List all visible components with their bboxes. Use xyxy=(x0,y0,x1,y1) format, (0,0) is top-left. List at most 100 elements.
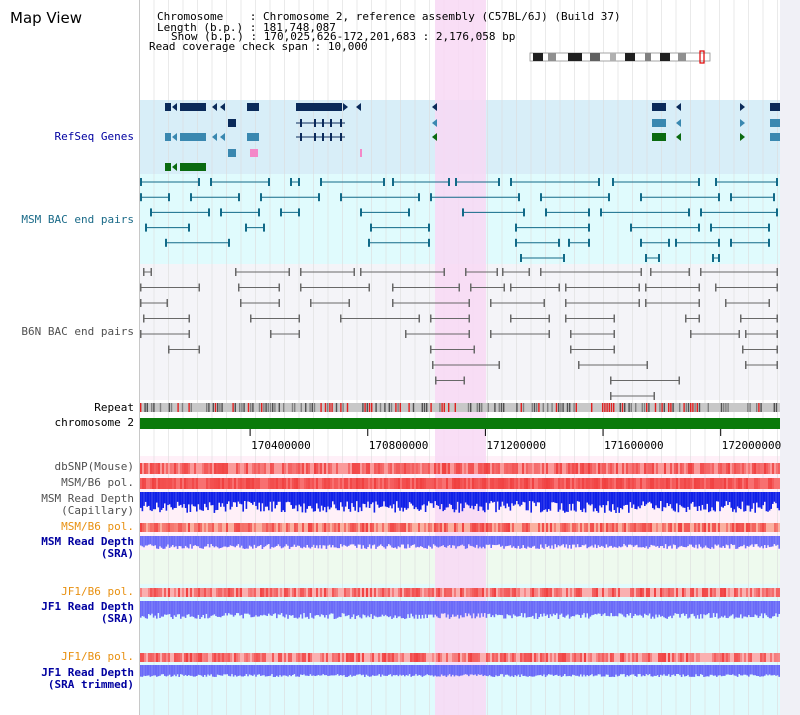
b6n-bac-end xyxy=(188,314,190,323)
read-depth-bar xyxy=(226,536,228,548)
read-depth-bar xyxy=(181,536,184,549)
track-label-msm-depth-sra-1[interactable]: MSM Read Depth xyxy=(41,535,134,548)
read-depth-bar xyxy=(634,536,636,546)
heat-strip-mark xyxy=(240,523,242,532)
heat-strip-mark xyxy=(676,588,678,597)
read-depth-bar xyxy=(778,536,780,549)
read-depth-bar xyxy=(572,492,574,504)
read-depth-bar xyxy=(429,492,432,504)
gene-block xyxy=(330,119,332,127)
read-depth-bar xyxy=(476,601,478,617)
read-depth-bar xyxy=(760,665,763,677)
heat-strip-mark xyxy=(418,478,420,489)
heat-strip-mark xyxy=(274,588,276,597)
heat-strip-mark xyxy=(428,463,430,474)
read-depth-bar xyxy=(493,601,496,618)
heat-strip-mark xyxy=(682,478,684,489)
b6n-bac-end xyxy=(140,283,142,292)
read-depth-bar xyxy=(655,492,657,506)
heat-strip-mark xyxy=(430,478,432,489)
b6n-bac-end xyxy=(348,299,350,307)
read-depth-bar xyxy=(648,601,651,614)
track-label-msm-bac[interactable]: MSM BAC end pairs xyxy=(21,213,134,226)
track-label-msm-b6-pol[interactable]: MSM/B6 pol. xyxy=(61,476,134,489)
repeat-mark xyxy=(309,403,311,412)
heat-strip-mark xyxy=(386,653,388,662)
read-depth-bar xyxy=(610,601,612,614)
heat-strip-mark xyxy=(392,478,394,489)
track-label-msm-b6-pol-2[interactable]: MSM/B6 pol. xyxy=(61,520,134,533)
read-depth-bar xyxy=(252,665,254,676)
track-label-jf1-depth-sra-1[interactable]: JF1 Read Depth xyxy=(41,600,134,613)
heat-strip-mark xyxy=(612,463,614,474)
read-depth-bar xyxy=(269,536,272,549)
read-depth-bar xyxy=(738,536,740,547)
read-depth-bar xyxy=(717,601,720,619)
heat-strip-mark xyxy=(636,588,638,597)
read-depth-bar xyxy=(336,492,339,511)
heat-strip-mark xyxy=(142,523,144,532)
read-depth-bar xyxy=(616,601,619,617)
gene-arrow xyxy=(220,133,225,141)
read-depth-bar xyxy=(322,601,324,616)
read-depth-bar xyxy=(624,492,627,505)
heat-strip-mark xyxy=(768,463,770,474)
b6n-bac-end xyxy=(340,314,342,323)
read-depth-bar xyxy=(439,536,441,547)
track-label-b6n-bac[interactable]: B6N BAC end pairs xyxy=(21,325,134,338)
read-depth-bar xyxy=(568,492,571,505)
track-label-repeat[interactable]: Repeat xyxy=(94,401,134,414)
read-depth-bar xyxy=(140,492,142,508)
repeat-mark xyxy=(648,403,650,412)
heat-strip-mark xyxy=(710,463,712,474)
b6n-bac-end xyxy=(742,345,744,354)
read-depth-bar xyxy=(642,665,644,676)
read-depth-bar xyxy=(724,665,726,676)
heat-strip-mark xyxy=(622,463,624,474)
read-depth-bar xyxy=(458,492,460,513)
read-depth-bar xyxy=(636,536,638,545)
read-depth-bar xyxy=(730,601,732,616)
heat-strip-mark xyxy=(434,523,436,532)
heat-strip-mark xyxy=(624,523,626,532)
read-depth-bar xyxy=(237,601,240,614)
read-depth-bar xyxy=(320,492,323,506)
track-label-jf1-b6-pol-2[interactable]: JF1/B6 pol. xyxy=(61,650,134,663)
heat-strip-mark xyxy=(740,653,742,662)
read-depth-bar xyxy=(565,601,568,616)
gene-arrow xyxy=(432,103,437,111)
b6n-bac-end xyxy=(698,314,700,323)
repeat-mark xyxy=(313,403,316,412)
heat-strip-mark xyxy=(348,588,350,597)
read-depth-bar xyxy=(269,665,272,676)
read-depth-bar xyxy=(476,665,478,676)
track-label-jf1-b6-pol[interactable]: JF1/B6 pol. xyxy=(61,585,134,598)
msm-bac-end xyxy=(392,178,394,186)
msm-bac-end xyxy=(588,208,590,217)
heat-strip-mark xyxy=(420,588,422,597)
read-depth-bar xyxy=(328,601,331,615)
read-depth-bar xyxy=(557,492,560,512)
track-label-jf1-depth-trim-1[interactable]: JF1 Read Depth xyxy=(41,666,134,679)
read-depth-bar xyxy=(688,601,691,618)
heat-strip-mark xyxy=(682,588,684,597)
heat-strip-mark xyxy=(746,523,748,532)
b6n-bac-end xyxy=(490,299,492,307)
read-depth-bar xyxy=(663,492,665,508)
read-depth-bar xyxy=(477,601,480,614)
read-depth-bar xyxy=(248,665,251,675)
heat-strip-mark xyxy=(626,463,628,474)
heat-strip-mark xyxy=(520,478,522,489)
track-label-dbsnp[interactable]: dbSNP(Mouse) xyxy=(54,460,134,473)
read-depth-bar xyxy=(626,665,628,676)
heat-strip-mark xyxy=(530,463,532,474)
read-depth-bar xyxy=(268,536,270,545)
track-label-refseq[interactable]: RefSeq Genes xyxy=(54,130,134,143)
heat-strip-mark xyxy=(402,463,404,474)
msm-bac-end xyxy=(290,178,292,186)
heat-strip-mark xyxy=(626,478,628,489)
track-label-chromosome[interactable]: chromosome 2 xyxy=(54,416,134,429)
repeat-mark xyxy=(516,403,518,412)
heat-strip-mark xyxy=(432,653,434,662)
track-label-msm-depth-cap-1[interactable]: MSM Read Depth xyxy=(41,492,134,505)
